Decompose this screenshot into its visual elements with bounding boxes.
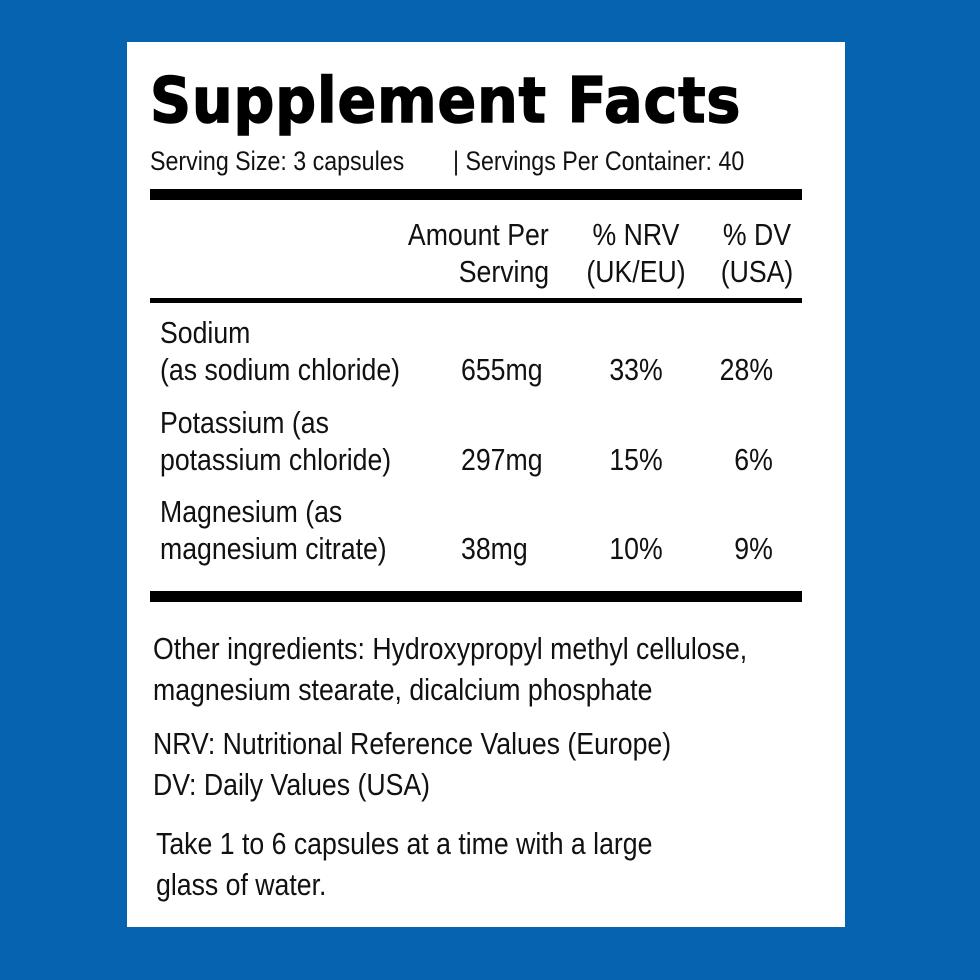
header-rule — [150, 298, 802, 303]
row-nrv: 15% — [609, 442, 663, 477]
row-amount: 655mg — [461, 352, 543, 387]
row-dv: 28% — [719, 352, 773, 387]
thick-rule-top — [150, 189, 802, 200]
header-nrv-line1: % NRV — [592, 217, 680, 252]
header-dv-line1: % DV — [722, 217, 792, 252]
row-amount: 297mg — [461, 442, 543, 477]
other-ingredients-line1: Other ingredients: Hydroxypropyl methyl … — [153, 631, 748, 666]
row-name-line1: Potassium (as — [160, 405, 329, 440]
directions-line2: glass of water. — [156, 867, 327, 902]
row-name-line2: magnesium citrate) — [160, 531, 387, 566]
header-amount-line1: Amount Per — [408, 217, 549, 252]
row-dv: 9% — [734, 531, 773, 566]
directions-line1: Take 1 to 6 capsules at a time with a la… — [156, 826, 653, 861]
servings-per-container: | Servings Per Container: 40 — [453, 146, 745, 176]
header-dv-line2: (USA) — [720, 254, 794, 289]
note-nrv: NRV: Nutritional Reference Values (Europ… — [153, 726, 672, 761]
row-amount: 38mg — [461, 531, 528, 566]
row-nrv: 33% — [609, 352, 663, 387]
header-amount-line2: Serving — [458, 254, 549, 289]
row-name-line2: (as sodium chloride) — [160, 352, 401, 387]
row-name-line1: Magnesium (as — [160, 494, 343, 529]
note-dv: DV: Daily Values (USA) — [153, 767, 431, 802]
label-title: Supplement Facts — [149, 63, 742, 138]
serving-size: Serving Size: 3 capsules — [150, 146, 405, 176]
thick-rule-bottom — [150, 591, 802, 602]
row-nrv: 10% — [609, 531, 663, 566]
row-name-line2: potassium chloride) — [160, 442, 392, 477]
other-ingredients-line2: magnesium stearate, dicalcium phosphate — [153, 672, 653, 707]
header-nrv-line2: (UK/EU) — [586, 254, 686, 289]
row-dv: 6% — [734, 442, 773, 477]
row-name-line1: Sodium — [160, 315, 251, 350]
